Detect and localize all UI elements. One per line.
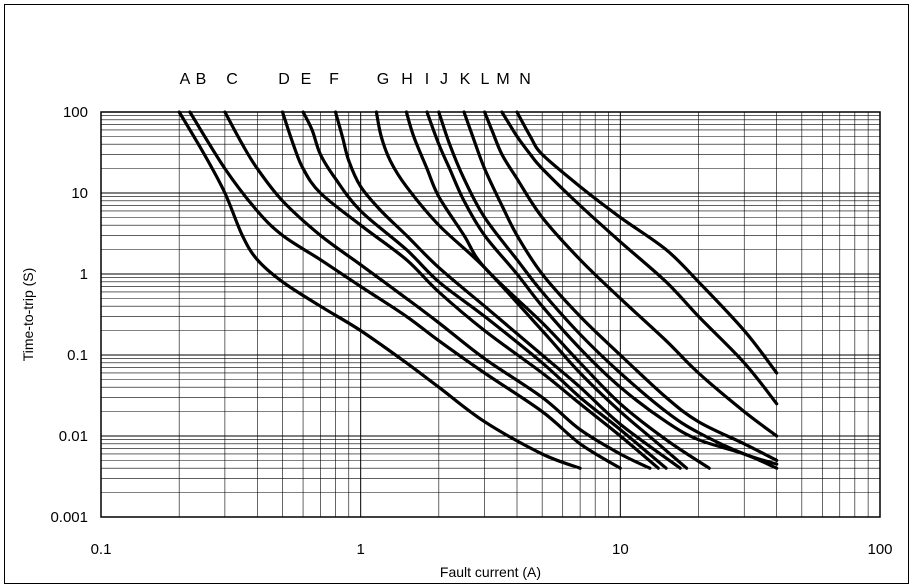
x-tick-label: 0.1 (91, 541, 112, 558)
curve-label-h: H (401, 71, 413, 88)
x-tick-label: 1 (356, 541, 364, 558)
y-tick-label: 0.01 (59, 428, 88, 445)
curve-label-k: K (460, 71, 471, 88)
series-line-i (425, 110, 779, 470)
y-tick-label: 0.001 (50, 509, 88, 526)
plot-border (100, 111, 881, 518)
x-tick-label: 10 (612, 541, 629, 558)
series-line-l (483, 110, 779, 438)
y-axis-title: Time-to-trip (S) (20, 268, 36, 362)
x-tick-label: 100 (867, 541, 892, 558)
grid-major (100, 112, 880, 518)
curve-label-i: I (425, 71, 429, 88)
series-line-e (301, 110, 668, 470)
series-line-k (462, 110, 779, 462)
series-line-d (280, 110, 660, 470)
curve-label-g: G (377, 71, 389, 88)
y-tick-label: 0.1 (67, 347, 88, 364)
curve-label-c: C (226, 71, 238, 88)
curve-label-b: B (196, 71, 207, 88)
curve-label-n: N (519, 71, 531, 88)
series-line-j (437, 110, 779, 466)
y-tick-label: 10 (71, 185, 88, 202)
curve-label-d: D (278, 71, 290, 88)
y-tick-label: 1 (80, 266, 88, 283)
curve-label-m: M (496, 71, 509, 88)
series-line-m (500, 110, 779, 406)
series-line-c (223, 110, 652, 470)
series-line-h (404, 110, 711, 470)
curve-label-f: F (329, 71, 339, 88)
y-tick-labels: 0.001 0.01 0.1 1 10 100 (50, 104, 88, 526)
x-tick-labels: 0.1 1 10 100 (91, 541, 893, 558)
series-line-f (333, 110, 682, 470)
x-axis-title: Fault current (A) (440, 564, 541, 580)
y-tick-label: 100 (63, 104, 88, 121)
series-line-a (177, 110, 582, 470)
curve-label-e: E (301, 71, 312, 88)
curve-label-l: L (481, 71, 490, 88)
series-line-g (374, 110, 689, 470)
series-line-n (515, 110, 779, 375)
grid-minor (101, 112, 880, 517)
series-layer (177, 110, 779, 470)
series-line-b (188, 110, 622, 470)
curve-label-a: A (180, 71, 191, 88)
curve-label-j: J (440, 71, 448, 88)
